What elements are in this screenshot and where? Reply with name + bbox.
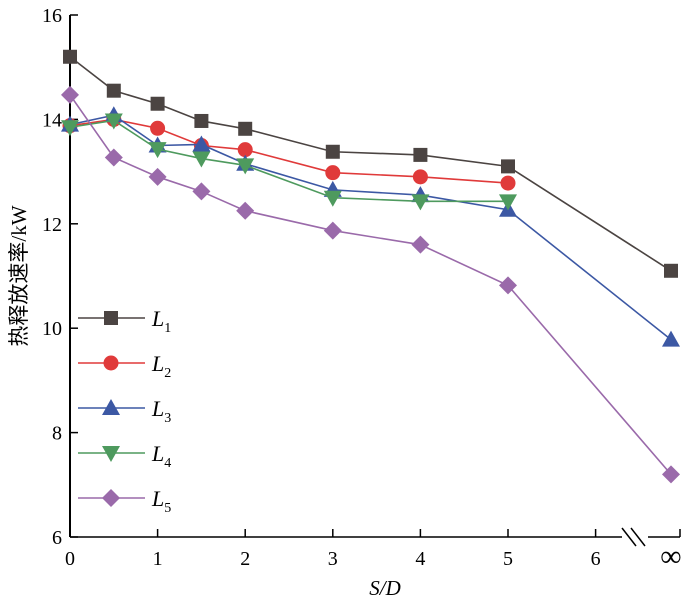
legend-item-L5: L5	[78, 486, 171, 516]
series-line	[69, 56, 672, 272]
legend-label: L2	[151, 351, 171, 381]
data-point	[104, 148, 123, 167]
data-point	[236, 158, 255, 175]
data-point	[194, 113, 209, 128]
legend-subscript: 1	[164, 321, 171, 336]
legend-subscript: 3	[164, 411, 171, 426]
data-point	[104, 113, 123, 130]
x-tick-label: 5	[503, 548, 513, 570]
x-axis-label: S/D	[369, 576, 401, 600]
series-L5	[61, 85, 680, 484]
data-point	[61, 120, 79, 137]
series-L1	[63, 49, 678, 278]
data-point	[323, 190, 342, 207]
data-point	[150, 120, 166, 136]
series-line	[69, 118, 509, 184]
data-point	[411, 194, 430, 211]
data-point	[148, 167, 167, 186]
axis-break-mark	[630, 527, 646, 547]
y-tick-label: 12	[42, 214, 62, 236]
data-point	[148, 142, 167, 159]
data-point	[411, 235, 430, 254]
data-point	[413, 147, 428, 162]
legend-marker	[102, 489, 120, 507]
x-tick-label: 4	[415, 548, 425, 570]
data-point	[664, 263, 678, 278]
x-tick-label: 3	[328, 548, 338, 570]
y-tick-label: 16	[42, 5, 62, 27]
series-L2	[62, 111, 516, 191]
data-point	[323, 221, 342, 240]
data-point	[238, 121, 253, 136]
data-point	[325, 144, 340, 159]
data-point	[106, 83, 121, 98]
data-point	[61, 85, 79, 104]
data-point	[237, 142, 253, 158]
legend-label: L3	[151, 396, 171, 426]
data-point	[150, 96, 165, 111]
x-tick-label: 2	[240, 548, 250, 570]
x-tick-label: 0	[65, 548, 75, 570]
legend-item-L4: L4	[78, 441, 171, 471]
legend-subscript: 2	[164, 366, 171, 381]
series-line	[69, 119, 508, 203]
data-point	[662, 330, 680, 347]
y-tick-label: 8	[52, 423, 62, 445]
data-point	[662, 465, 680, 484]
data-point	[499, 194, 517, 211]
y-tick-label: 10	[42, 318, 62, 340]
data-point	[192, 151, 211, 168]
legend-item-L1: L1	[78, 306, 171, 336]
legend-marker	[102, 446, 120, 462]
legend-label: L5	[151, 486, 171, 516]
series-group	[61, 49, 680, 484]
data-point	[412, 169, 428, 185]
data-point	[63, 49, 77, 64]
x-tick-label: ∞	[660, 540, 681, 573]
data-point	[192, 182, 211, 201]
data-point	[236, 201, 255, 220]
legend-item-L2: L2	[78, 351, 171, 381]
legend-subscript: 5	[164, 501, 171, 516]
x-tick-label: 6	[591, 548, 601, 570]
legend-label: L4	[151, 441, 171, 471]
legend-subscript: 4	[164, 456, 171, 471]
y-tick-label: 14	[42, 109, 62, 131]
data-point	[325, 165, 341, 181]
series-L4	[61, 113, 517, 211]
data-point	[500, 175, 516, 191]
data-point	[192, 135, 211, 152]
legend-item-L3: L3	[78, 396, 171, 426]
legend-marker	[103, 355, 119, 371]
x-tick-label: 1	[153, 548, 163, 570]
legend-marker	[102, 399, 120, 415]
legend-label: L1	[151, 306, 171, 336]
legend: L1 L2 L3 L4 L5	[78, 306, 171, 516]
data-point	[499, 276, 517, 295]
data-point	[501, 159, 515, 174]
axis-break-mark	[621, 527, 637, 547]
y-tick-label: 6	[52, 527, 62, 549]
y-axis-label: 热释放速率/kW	[7, 205, 31, 346]
legend-marker	[104, 311, 118, 325]
